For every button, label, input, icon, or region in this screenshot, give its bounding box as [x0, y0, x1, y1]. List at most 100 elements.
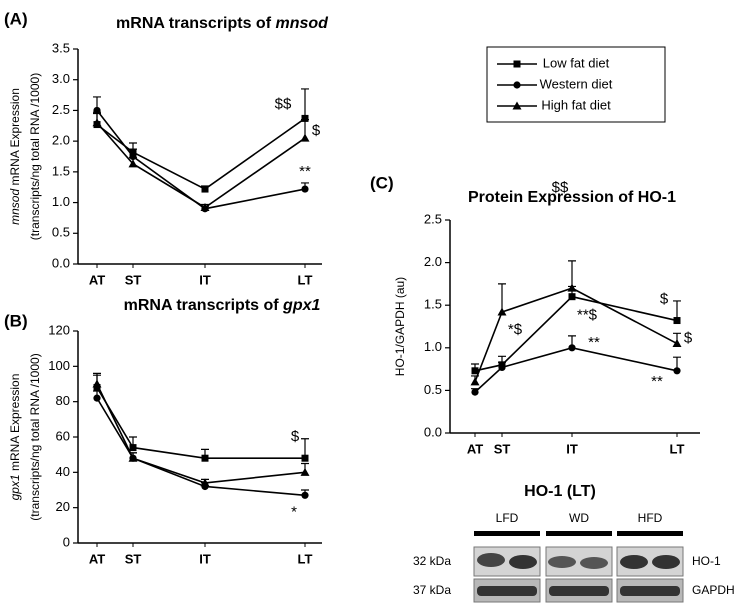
panel-label: (C): [370, 173, 394, 192]
error-bar: [498, 283, 506, 313]
y-axis-label: (transcripts/ng total RNA /1000): [28, 73, 42, 240]
marker: [301, 491, 309, 499]
y-tick-label: 3.5: [52, 40, 70, 55]
y-tick-label: 0.0: [424, 424, 442, 439]
group-label: WD: [569, 511, 589, 525]
y-tick-label: 0.0: [52, 255, 70, 270]
title-text: Protein Expression of HO-1: [468, 189, 676, 206]
blot-title: HO-1 (LT): [524, 483, 596, 500]
y-axis-label: mnsod mRNA Expression: [8, 88, 22, 225]
marker: [498, 363, 506, 371]
y-tick-label: 2.5: [424, 211, 442, 226]
marker: [300, 133, 310, 142]
y-axis-label-italic: mnsod: [8, 189, 22, 225]
y-axis-label: gpx1 mRNA Expression: [8, 374, 22, 501]
weight-label: 37 kDa: [413, 583, 451, 597]
marker: [128, 159, 138, 168]
y-tick-label: 1.5: [424, 297, 442, 312]
y-tick-label: 1.5: [52, 163, 70, 178]
y-tick-label: 80: [56, 393, 70, 408]
y-axis-label-text: HO-1/GAPDH (au): [393, 277, 407, 376]
blot-row: [473, 546, 684, 603]
marker: [301, 185, 309, 193]
y-axis-label-text: (transcripts/ng total RNA /1000): [28, 73, 42, 240]
series-line: [96, 397, 306, 497]
marker: [92, 118, 102, 127]
y-tick-label: 1.0: [52, 194, 70, 209]
y-tick-label: 0: [63, 534, 70, 549]
legend-marker: [513, 81, 521, 89]
annotation: **: [651, 373, 663, 390]
marker: [200, 202, 210, 211]
chart-title: mRNA transcripts of mnsod: [116, 15, 329, 32]
group-label: LFD: [496, 511, 519, 525]
legend: Low fat diet Western diet High fat diet: [486, 46, 666, 123]
y-axis-label: (transcripts/ng total RNA /1000): [28, 353, 42, 520]
chart-panel: (C) Protein Expression of HO-1 HO-1/GAPDH …: [370, 173, 700, 456]
y-tick-label: 2.0: [52, 133, 70, 148]
marker: [201, 185, 209, 193]
x-tick-label: LT: [298, 272, 313, 287]
marker: [92, 379, 102, 388]
marker: [672, 339, 682, 348]
error-bar: [301, 88, 309, 119]
group-bar: [474, 531, 540, 536]
series-line: [96, 109, 306, 210]
y-axis-label-text: (transcripts/ng total RNA /1000): [28, 353, 42, 520]
annotation: **$: [577, 307, 598, 324]
x-tick-label: AT: [89, 551, 105, 566]
marker: [301, 454, 309, 462]
marker: [93, 106, 101, 115]
series-line: [474, 287, 678, 383]
chart-title: mRNA transcripts of gpx1: [124, 297, 321, 314]
annotation: $$: [275, 95, 292, 112]
y-tick-label: 0.5: [424, 382, 442, 397]
annotation: **: [299, 163, 311, 180]
y-axis-label: HO-1/GAPDH (au): [393, 277, 407, 376]
marker: [200, 478, 210, 487]
y-tick-label: 20: [56, 499, 70, 514]
marker: [673, 367, 681, 375]
annotation: **: [588, 334, 600, 351]
series-line: [474, 295, 678, 372]
marker: [301, 114, 309, 122]
title-text: mRNA transcripts of: [124, 297, 280, 314]
x-tick-label: IT: [199, 551, 211, 566]
marker: [568, 344, 576, 352]
y-tick-label: 3.0: [52, 71, 70, 86]
x-tick-label: LT: [298, 551, 313, 566]
legend-marker: [513, 60, 521, 68]
panel-label: (A): [4, 9, 28, 28]
y-axis-label-italic: gpx1: [8, 474, 22, 500]
legend-marker: [512, 101, 522, 110]
annotation: *: [291, 503, 297, 520]
annotation: $: [660, 291, 669, 308]
y-tick-label: 1.0: [424, 339, 442, 354]
marker: [93, 384, 101, 392]
x-tick-label: IT: [566, 441, 578, 456]
annotation: $$: [552, 179, 569, 196]
group-label: HFD: [638, 511, 663, 525]
group-bar: [546, 531, 612, 536]
marker: [568, 293, 576, 301]
series-line: [474, 346, 678, 393]
y-axis-label-text: mRNA Expression: [8, 374, 22, 471]
annotation: $: [312, 122, 321, 139]
y-tick-label: 0.5: [52, 225, 70, 240]
group-bar: [617, 531, 683, 536]
x-tick-label: ST: [125, 551, 142, 566]
title-italic: mnsod: [275, 15, 329, 32]
marker: [300, 467, 310, 476]
series-line: [96, 387, 305, 459]
y-axis-label-text: mRNA Expression: [8, 88, 22, 185]
annotation: $: [684, 330, 693, 347]
annotation: *$: [508, 321, 523, 338]
legend-label: Western diet: [540, 76, 613, 91]
marker: [129, 444, 137, 452]
error-bar: [568, 260, 576, 289]
series-line: [96, 117, 306, 190]
y-tick-label: 2.5: [52, 102, 70, 117]
